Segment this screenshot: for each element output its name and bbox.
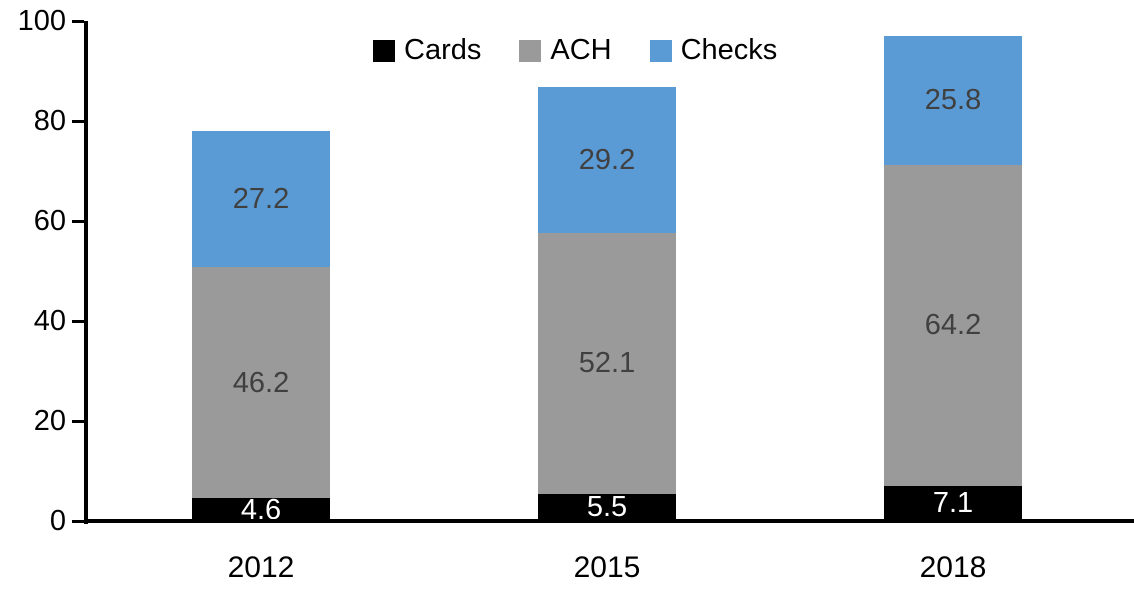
legend-marker-cards	[373, 39, 395, 62]
bar-segment-ach-2018	[884, 164, 1022, 486]
bar-segment-cards-2015	[538, 493, 676, 521]
legend-label-cards: Cards	[404, 34, 482, 66]
x-axis-label-2018: 2018	[919, 551, 987, 584]
y-tick-label: 40	[33, 305, 66, 337]
bar-segment-cards-2018	[884, 485, 1022, 521]
y-tick-mark	[72, 520, 84, 523]
legend-marker-ach	[519, 39, 542, 62]
legend-item-checks: Checks	[649, 34, 778, 66]
bar-value-label: 64.2	[924, 309, 982, 341]
y-tick-mark	[72, 420, 84, 423]
y-tick-mark	[72, 20, 84, 23]
legend-item-cards: Cards	[373, 36, 481, 65]
y-tick-mark	[72, 220, 84, 223]
y-tick-label: 20	[33, 405, 66, 437]
bar-value-label: 5.5	[586, 491, 628, 524]
bar-segment-cards-2012	[192, 498, 330, 521]
legend-marker-checks	[649, 39, 672, 62]
bar-value-label: 25.8	[924, 84, 982, 116]
bar-segment-checks-2012	[192, 131, 330, 267]
y-tick-mark	[72, 120, 84, 123]
x-axis-label-2015: 2015	[573, 551, 641, 584]
bar-segment-ach-2015	[538, 233, 676, 494]
y-tick-label: 60	[33, 205, 66, 237]
x-axis-label-2012: 2012	[227, 551, 295, 584]
legend-item-ach: ACH	[519, 34, 612, 66]
y-tick-label: 80	[33, 105, 66, 137]
bar-value-label: 27.2	[232, 183, 290, 215]
legend-label-checks: Checks	[680, 34, 778, 66]
y-tick-label: 100	[17, 5, 66, 37]
chart-legend: Cards ACH Checks	[373, 36, 777, 65]
bar-segment-checks-2018	[884, 35, 1022, 165]
bar-value-label: 7.1	[932, 487, 974, 520]
legend-label-ach: ACH	[550, 34, 612, 66]
x-axis-line	[84, 519, 1134, 523]
y-tick-label: 0	[49, 505, 66, 537]
bar-segment-checks-2015	[538, 87, 676, 233]
y-axis-line	[84, 21, 88, 524]
bar-value-label: 46.2	[232, 366, 290, 399]
bar-segment-ach-2012	[192, 267, 330, 498]
bar-value-label: 29.2	[578, 144, 636, 176]
y-tick-mark	[72, 320, 84, 323]
bar-value-label: 52.1	[578, 347, 636, 380]
